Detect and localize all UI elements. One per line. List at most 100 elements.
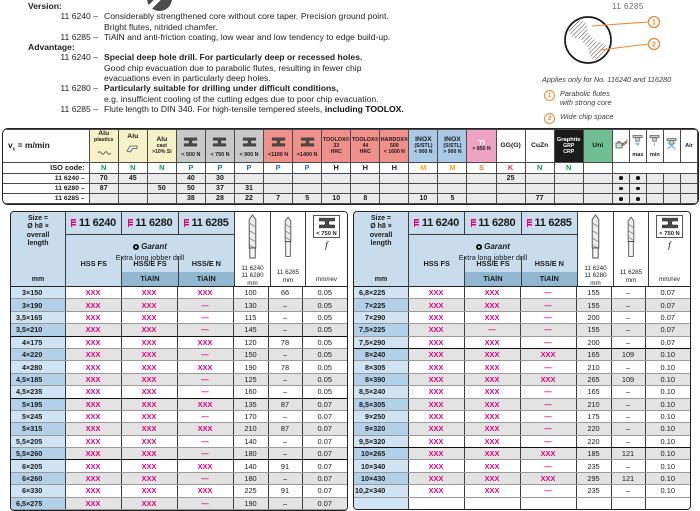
flute-length-cell: 190 <box>233 360 269 374</box>
item-code: 11 6240 – <box>60 11 98 22</box>
feed-cell: 0.05 <box>302 360 347 374</box>
product-subtitle: Extra long jobber drill <box>458 253 528 263</box>
size-cell: 6×260 <box>11 472 66 486</box>
size-length: ×390 <box>369 374 386 384</box>
item-text: Particularly suitable for drilling under… <box>104 83 339 94</box>
material-column-header: TOOLOX® 44 HRC <box>350 129 381 163</box>
size-diameter: 9 <box>365 424 369 434</box>
size-diameter: 4 <box>22 337 26 347</box>
material-column-header: TOOLOX® 33 HRC <box>321 129 352 163</box>
flute-length-cell: 155 <box>576 287 612 300</box>
availability-cell: — <box>177 385 234 399</box>
iso-label-cell: ISO code: <box>3 162 90 174</box>
availability-cell: XXX <box>65 373 122 387</box>
material-column-header: < 900 N <box>233 129 265 163</box>
material-header-line: HRC <box>330 149 342 155</box>
size-diameter: 6 <box>22 474 26 484</box>
material-header-line: < 900 N <box>414 149 433 155</box>
product-row: 10×430 XXX XXX XXX 295 121 0.10 <box>354 472 690 486</box>
product-row: 3×150 XXX XXX XXX 100 66 0.05 <box>11 287 347 300</box>
flute-length-cell: 135 <box>233 398 269 411</box>
size-cell: 5×195 <box>11 398 66 411</box>
item-text-bold: including TOOLOX. <box>324 103 404 114</box>
material-header-line: (S/STL) <box>443 143 462 149</box>
product-row: 7×290 XXX XXX —200–0.07 <box>354 311 690 325</box>
size-diameter: 9 <box>365 412 369 422</box>
availability-cell: XXX <box>177 398 234 411</box>
availability-cell: — <box>520 435 577 449</box>
item-text: e.g. insufficient cooling of the cutting… <box>104 93 379 104</box>
flute-length-cell: 265 <box>576 373 612 387</box>
product-row: 6×205 XXX XXX XXX 140 91 0.07 <box>11 459 347 473</box>
cross-section-diagram: 1 2 Applies only for No. 116240 and 1162… <box>526 10 698 129</box>
size-length: ×305 <box>369 399 386 409</box>
vc-value-cell: 45 <box>117 172 148 184</box>
size-diameter: 5 <box>22 424 26 434</box>
flute-length-cell: 125 <box>233 373 269 387</box>
vc-value-cell <box>146 193 177 205</box>
vc-value-cell: 25 <box>495 172 526 184</box>
vc-value-cell <box>321 172 352 184</box>
feed-cell: 0.07 <box>302 422 347 436</box>
vc-value-cell <box>553 193 584 205</box>
availability-cell: XXX <box>65 497 122 511</box>
coolant-column-header <box>662 129 681 163</box>
size-cell: 8×305 <box>354 360 409 374</box>
size-column-header: Size = Ø h8 × overall length mm <box>11 212 66 286</box>
availability-cell: XXX <box>520 373 577 387</box>
coolant-dot-cell <box>645 182 664 195</box>
availability-cell: XXX <box>121 472 178 486</box>
feed-cell: 0.10 <box>645 385 690 399</box>
material-header-line: CRP <box>563 149 575 155</box>
availability-cell: XXX <box>121 497 178 511</box>
flute-length-cell: – <box>268 373 303 387</box>
feed-cell: 0.05 <box>302 323 347 337</box>
availability-cell: — <box>177 311 234 325</box>
vc-value-cell <box>379 172 410 184</box>
vc-value-cell <box>233 172 265 184</box>
vc-value-cell: 5 <box>292 193 323 205</box>
size-diameter: 5 <box>22 412 26 422</box>
item-text: Flute length to DIN 340. For high-tensil… <box>104 103 404 114</box>
feed-cell: 0.07 <box>302 447 347 461</box>
size-diameter: 8 <box>365 350 369 360</box>
material-header-line: INOX <box>415 136 432 143</box>
size-length: ×275 <box>26 498 43 508</box>
availability-cell: XXX <box>177 459 234 473</box>
vc-value-cell <box>263 172 294 184</box>
availability-cell: XXX <box>464 484 521 498</box>
size-cell: 7×290 <box>354 311 409 325</box>
feed-cell: 0.10 <box>645 447 690 461</box>
flute-length-cell: – <box>268 323 303 337</box>
feed-cell: 0.10 <box>645 360 690 374</box>
material-header-line: GG(G) <box>500 142 521 149</box>
flute-length-cell: – <box>268 298 303 312</box>
vc-value-cell: 22 <box>233 193 265 205</box>
flute-length-cell: 109 <box>611 348 646 362</box>
feed-cell: 0.05 <box>302 311 347 325</box>
availability-cell: XXX <box>177 336 234 349</box>
coating-label: TiAlN <box>177 272 234 286</box>
iso-code-cell: N <box>553 162 584 174</box>
feed-cell: 0.10 <box>645 373 690 387</box>
product-row <box>354 497 690 510</box>
svg-text:2: 2 <box>652 42 656 49</box>
size-header-line: length <box>370 240 392 248</box>
vc-value-cell: 87 <box>88 182 119 195</box>
iso-code-cell: P <box>263 162 294 174</box>
availability-cell: XXX <box>408 435 465 449</box>
material-header-line: < 1600 N <box>383 149 405 155</box>
coolant-dot-cell <box>662 182 681 195</box>
availability-cell: XXX <box>121 336 178 349</box>
intro-block: Version: 11 6240 – Considerably strengthen… <box>28 1 528 114</box>
vc-value-cell <box>466 172 497 184</box>
row-label-cell: 11 6280 – <box>3 182 90 195</box>
product-table-left: Size = Ø h8 × overall length mm 11 6240 … <box>10 211 348 511</box>
iso-code-row: ISO code: N N N P P P P P H H H M M S K N N <box>3 162 698 174</box>
size-cell: 5×315 <box>11 422 66 436</box>
variant-label: HSS/E N <box>177 256 234 272</box>
feed-cell: 0.10 <box>645 459 690 473</box>
flute-length-cell: 100 <box>233 287 269 300</box>
availability-cell: XXX <box>177 484 234 498</box>
size-cell: 4×280 <box>11 360 66 374</box>
